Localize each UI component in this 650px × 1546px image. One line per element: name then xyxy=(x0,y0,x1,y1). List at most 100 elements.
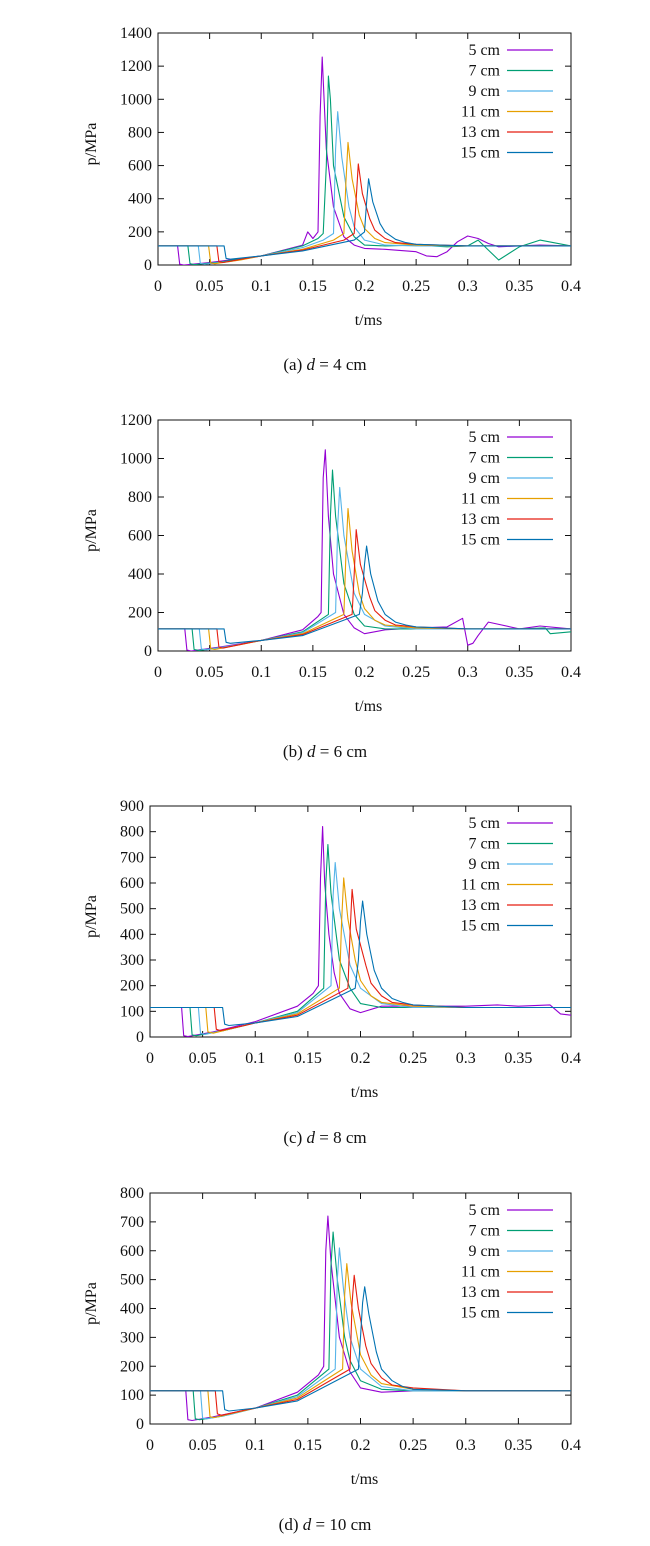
y-tick-label: 0 xyxy=(136,1416,144,1433)
y-tick-label: 400 xyxy=(120,1301,144,1318)
caption-b: (b) d = 6 cm xyxy=(0,742,650,762)
caption-text: = 10 cm xyxy=(311,1515,372,1534)
y-tick-label: 200 xyxy=(128,224,152,241)
x-axis-label: t/ms xyxy=(351,1471,379,1488)
x-tick-label: 0 xyxy=(154,664,162,681)
series-line-7cm xyxy=(150,1231,571,1421)
series-line-13cm xyxy=(150,1274,571,1416)
caption-label: (c) xyxy=(283,1128,303,1147)
legend-label: 9 cm xyxy=(468,470,500,487)
series-line-9cm xyxy=(150,861,571,1035)
x-tick-label: 0.3 xyxy=(458,664,478,681)
y-tick-label: 0 xyxy=(136,1029,144,1046)
x-tick-label: 0.25 xyxy=(402,664,430,681)
y-tick-label: 900 xyxy=(120,798,144,815)
series-line-9cm xyxy=(158,486,571,651)
y-tick-label: 800 xyxy=(128,124,152,141)
x-tick-label: 0.4 xyxy=(561,664,581,681)
x-tick-label: 0.15 xyxy=(299,278,327,295)
series-line-5cm xyxy=(150,825,571,1037)
series-line-13cm xyxy=(158,163,571,264)
x-tick-label: 0.1 xyxy=(251,664,271,681)
x-tick-label: 0.1 xyxy=(245,1437,265,1454)
x-tick-label: 0.3 xyxy=(456,1050,476,1067)
legend-label: 7 cm xyxy=(468,836,500,853)
y-tick-label: 400 xyxy=(120,926,144,943)
y-tick-label: 300 xyxy=(120,952,144,969)
legend-label: 9 cm xyxy=(468,856,500,873)
caption-label: (a) xyxy=(283,355,303,374)
y-tick-label: 1200 xyxy=(120,412,152,429)
y-tick-label: 0 xyxy=(144,643,152,660)
y-tick-label: 600 xyxy=(120,1243,144,1260)
y-tick-label: 400 xyxy=(128,191,152,208)
series-line-15cm xyxy=(158,545,571,644)
chart-panel-c: 0 0.05 0.1 0.15 0.2 0.25 0.3 0.35 0.4 0 100 200 300 4… xyxy=(83,798,581,1101)
y-tick-label: 300 xyxy=(120,1329,144,1346)
caption-a: (a) d = 4 cm xyxy=(0,355,650,375)
x-tick-label: 0.15 xyxy=(294,1437,322,1454)
series-line-11cm xyxy=(158,507,571,651)
legend-label: 5 cm xyxy=(468,815,500,832)
caption-d: (d) d = 10 cm xyxy=(0,1515,650,1535)
y-tick-label: 1000 xyxy=(120,91,152,108)
y-tick-label: 600 xyxy=(120,875,144,892)
x-tick-label: 0 xyxy=(146,1437,154,1454)
x-tick-label: 0.35 xyxy=(504,1050,532,1067)
legend-label: 7 cm xyxy=(468,1223,500,1240)
x-tick-label: 0.1 xyxy=(245,1050,265,1067)
plot-frame xyxy=(149,1192,572,1425)
legend-label: 11 cm xyxy=(461,877,501,894)
y-tick-label: 800 xyxy=(120,824,144,841)
x-axis-label: t/ms xyxy=(355,698,383,715)
legend-label: 9 cm xyxy=(468,83,500,100)
series-line-13cm xyxy=(158,529,571,649)
legend-label: 7 cm xyxy=(468,450,500,467)
chart-panel-b: 0 0.05 0.1 0.15 0.2 0.25 0.3 0.35 0.4 0 200 400 600 8… xyxy=(83,412,581,715)
chart-panel-a: 0 0.05 0.1 0.15 0.2 0.25 0.3 0.35 0.4 0 200 400 600 8… xyxy=(83,25,581,329)
caption-text: = 6 cm xyxy=(315,742,368,761)
y-tick-label: 500 xyxy=(120,901,144,918)
series-line-11cm xyxy=(150,877,571,1034)
x-tick-label: 0.2 xyxy=(355,278,375,295)
x-tick-label: 0.4 xyxy=(561,1437,581,1454)
x-axis-label: t/ms xyxy=(355,312,383,329)
y-tick-label: 200 xyxy=(120,1358,144,1375)
legend-label: 15 cm xyxy=(460,918,500,935)
caption-text: = 4 cm xyxy=(315,355,367,374)
y-tick-label: 200 xyxy=(120,978,144,995)
caption-text: = 8 cm xyxy=(315,1128,367,1147)
y-tick-label: 500 xyxy=(120,1272,144,1289)
x-tick-label: 0 xyxy=(154,278,162,295)
y-axis-label: p/MPa xyxy=(83,1282,100,1325)
x-tick-label: 0.15 xyxy=(294,1050,322,1067)
chart-panel-d: 0 0.05 0.1 0.15 0.2 0.25 0.3 0.35 0.4 0 100 200 300 4… xyxy=(83,1185,581,1488)
caption-label: (b) xyxy=(282,742,303,761)
y-tick-label: 700 xyxy=(120,849,144,866)
x-tick-label: 0.05 xyxy=(189,1050,217,1067)
legend-label: 13 cm xyxy=(460,1284,500,1301)
legend-label: 11 cm xyxy=(461,1264,501,1281)
y-tick-label: 400 xyxy=(128,566,152,583)
y-tick-label: 1400 xyxy=(120,25,152,42)
y-tick-label: 800 xyxy=(128,489,152,506)
x-tick-label: 0.2 xyxy=(351,1437,371,1454)
caption-label: (d) xyxy=(278,1515,299,1534)
y-tick-label: 700 xyxy=(120,1214,144,1231)
series-line-5cm xyxy=(158,56,571,265)
legend-label: 5 cm xyxy=(468,1202,500,1219)
caption-variable: d xyxy=(306,742,316,761)
x-tick-label: 0.3 xyxy=(456,1437,476,1454)
legend-label: 5 cm xyxy=(468,42,500,59)
x-tick-label: 0.4 xyxy=(561,1050,581,1067)
legend-label: 5 cm xyxy=(468,429,500,446)
caption-c: (c) d = 8 cm xyxy=(0,1128,650,1148)
y-tick-label: 800 xyxy=(120,1185,144,1202)
y-tick-label: 1000 xyxy=(120,451,152,468)
legend-label: 13 cm xyxy=(460,124,500,141)
x-tick-label: 0.35 xyxy=(505,664,533,681)
x-tick-label: 0.2 xyxy=(351,1050,371,1067)
y-axis-label: p/MPa xyxy=(83,123,100,166)
